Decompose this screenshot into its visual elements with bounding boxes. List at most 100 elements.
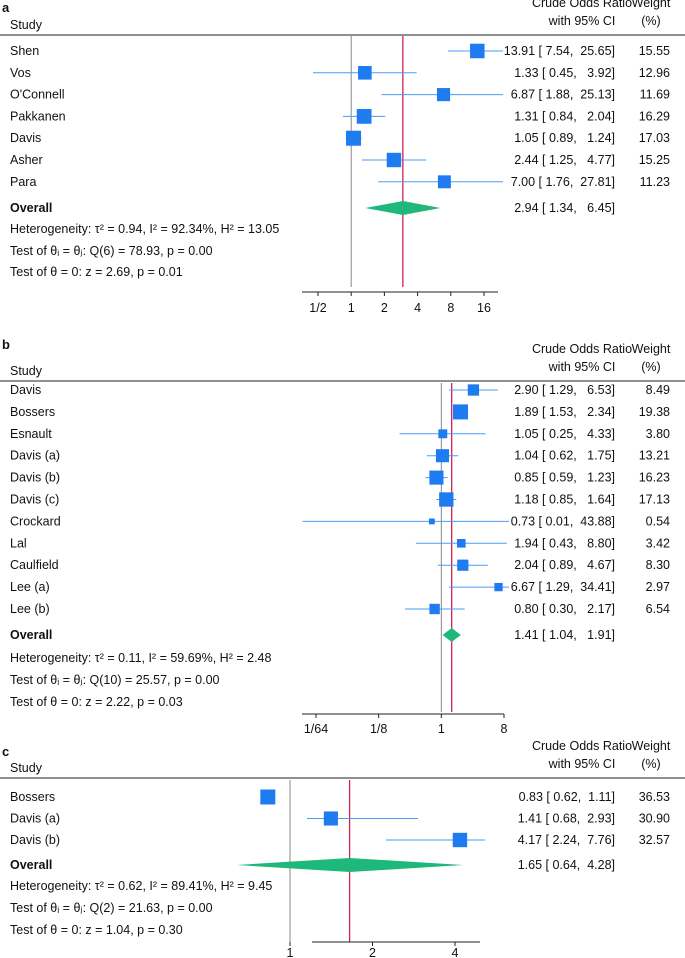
or-ci-value: 13.91 [ 7.54, 25.65] [504,44,615,58]
weight-value: 13.21 [639,449,670,463]
study-name: Shen [10,44,39,58]
panel-label: b [2,337,10,352]
header-weight-line2: (%) [641,360,660,374]
header-or-line2: with 95% CI [548,757,616,771]
study-marker [456,538,466,548]
x-tick-label: 1/64 [304,722,328,736]
x-tick-label: 4 [452,946,459,958]
weight-value: 19.38 [639,405,670,419]
study-marker [346,130,362,146]
weight-value: 30.90 [639,812,670,826]
or-ci-value: 1.89 [ 1.53, 2.34] [514,405,615,419]
study-marker [437,175,451,189]
panel-label: a [2,0,10,15]
stats-line: Test of θᵢ = θⱼ: Q(6) = 78.93, p = 0.00 [10,244,213,258]
weight-value: 11.69 [640,88,670,102]
panel-label: c [2,744,9,759]
or-ci-value: 0.80 [ 0.30, 2.17] [514,602,615,616]
study-marker [429,470,444,485]
header-study: Study [10,761,43,775]
stats-line: Test of θᵢ = θⱼ: Q(2) = 21.63, p = 0.00 [10,901,213,915]
study-marker [436,88,451,102]
or-ci-value: 4.17 [ 2.24, 7.76] [518,833,615,847]
weight-value: 8.49 [646,383,670,397]
x-tick-label: 4 [414,301,421,315]
study-marker [358,66,372,80]
x-tick-label: 1 [348,301,355,315]
or-ci-value: 0.83 [ 0.62, 1.11] [519,790,615,804]
study-name: Asher [10,153,43,167]
study-name: Davis [10,383,41,397]
overall-diamond [365,201,441,215]
study-name: O'Connell [10,88,65,102]
study-marker [429,603,440,615]
stats-line: Test of θ = 0: z = 2.22, p = 0.03 [10,695,183,709]
header-or-line2: with 95% CI [548,360,616,374]
header-study: Study [10,364,43,378]
overall-diamond [442,628,461,642]
weight-value: 12.96 [639,66,670,80]
or-ci-value: 1.04 [ 0.62, 1.75] [514,449,615,463]
weight-value: 15.25 [639,153,670,167]
study-marker [439,492,454,507]
weight-value: 16.29 [639,109,670,123]
study-name: Lee (a) [10,580,50,594]
overall-label: Overall [10,628,52,642]
header-or-line1: Crude Odds Ratio [532,0,632,10]
study-marker [356,109,372,124]
study-marker [260,789,276,805]
or-ci-value: 1.31 [ 0.84, 2.04] [514,109,615,123]
weight-value: 2.97 [646,580,670,594]
or-ci-value: 1.41 [ 0.68, 2.93] [518,812,615,826]
header-or-line1: Crude Odds Ratio [532,739,632,753]
header-or-line2: with 95% CI [548,14,616,28]
overall-or-ci: 1.65 [ 0.64, 4.28] [518,858,615,872]
weight-value: 6.54 [646,602,670,616]
weight-value: 11.23 [640,175,670,189]
study-name: Pakkanen [10,109,66,123]
x-tick-label: 8 [447,301,454,315]
stats-line: Heterogeneity: τ² = 0.11, I² = 59.69%, H… [10,651,271,665]
study-marker [435,449,450,463]
study-name: Lee (b) [10,602,50,616]
study-name: Esnault [10,427,52,441]
weight-value: 16.23 [639,471,670,485]
or-ci-value: 0.85 [ 0.59, 1.23] [514,471,615,485]
study-name: Crockard [10,514,61,528]
study-name: Davis (a) [10,812,60,826]
or-ci-value: 1.18 [ 0.85, 1.64] [514,493,615,507]
study-marker [453,404,469,420]
overall-or-ci: 2.94 [ 1.34, 6.45] [514,201,615,215]
study-name: Lal [10,536,27,550]
weight-value: 3.80 [646,427,670,441]
header-weight-line1: Weight [632,342,671,356]
x-tick-label: 1/8 [370,722,387,736]
overall-diamond [236,858,464,872]
x-tick-label: 1 [287,946,294,958]
study-marker [438,429,448,439]
study-name: Davis (c) [10,493,59,507]
or-ci-value: 2.04 [ 0.89, 4.67] [514,558,615,572]
weight-value: 0.54 [646,514,670,528]
stats-line: Test of θ = 0: z = 1.04, p = 0.30 [10,923,183,937]
study-marker [452,832,468,848]
weight-value: 3.42 [646,536,670,550]
study-name: Vos [10,66,31,80]
or-ci-value: 1.94 [ 0.43, 8.80] [514,536,615,550]
or-ci-value: 1.33 [ 0.45, 3.92] [514,66,615,80]
weight-value: 36.53 [639,790,670,804]
study-name: Caulfield [10,558,59,572]
x-tick-label: 1/2 [309,301,326,315]
stats-line: Test of θ = 0: z = 2.69, p = 0.01 [10,265,183,279]
study-name: Davis (b) [10,471,60,485]
stats-line: Test of θᵢ = θⱼ: Q(10) = 25.57, p = 0.00 [10,673,220,687]
or-ci-value: 7.00 [ 1.76, 27.81] [511,175,615,189]
study-name: Bossers [10,790,55,804]
study-marker [470,43,485,59]
header-weight-line2: (%) [641,757,660,771]
or-ci-value: 6.67 [ 1.29, 34.41] [511,580,615,594]
header-study: Study [10,18,43,32]
x-tick-label: 8 [501,722,508,736]
study-marker [428,518,435,525]
